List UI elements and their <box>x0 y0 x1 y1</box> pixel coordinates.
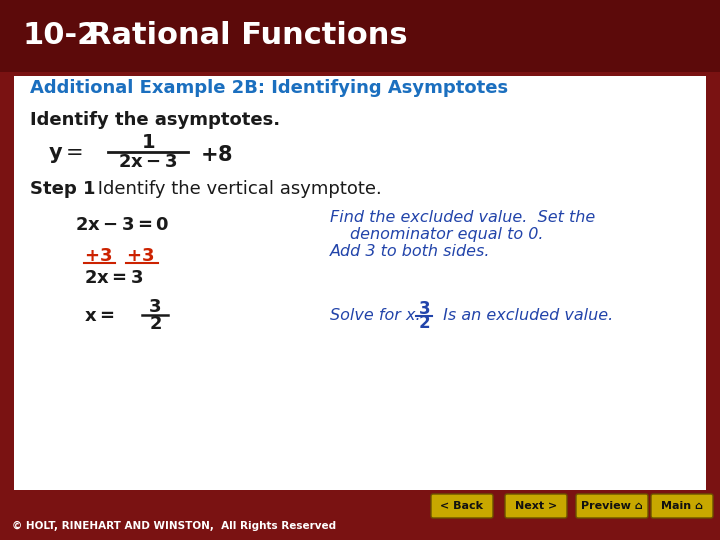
FancyBboxPatch shape <box>0 490 720 540</box>
Text: $\mathbf{2x - 3 = 0}$: $\mathbf{2x - 3 = 0}$ <box>75 216 169 234</box>
Text: Preview ⌂: Preview ⌂ <box>581 501 643 511</box>
Text: Find the excluded value.  Set the: Find the excluded value. Set the <box>330 211 595 226</box>
Text: Additional Example 2B: Identifying Asymptotes: Additional Example 2B: Identifying Asymp… <box>30 79 508 97</box>
Text: $\mathbf{+3}$: $\mathbf{+3}$ <box>126 247 154 265</box>
Text: Next >: Next > <box>515 501 557 511</box>
FancyBboxPatch shape <box>651 494 713 518</box>
Text: $\mathbf{y} =$: $\mathbf{y} =$ <box>48 145 83 165</box>
Text: $\mathbf{2x - 3}$: $\mathbf{2x - 3}$ <box>118 153 178 171</box>
Text: $\mathbf{+3}$: $\mathbf{+3}$ <box>84 247 112 265</box>
Text: $\mathbf{2}$: $\mathbf{2}$ <box>148 315 161 333</box>
Text: Identify the asymptotes.: Identify the asymptotes. <box>30 111 280 129</box>
FancyBboxPatch shape <box>576 494 648 518</box>
Text: $\mathbf{x =}$: $\mathbf{x =}$ <box>84 307 114 325</box>
FancyBboxPatch shape <box>431 494 493 518</box>
Text: © HOLT, RINEHART AND WINSTON,  All Rights Reserved: © HOLT, RINEHART AND WINSTON, All Rights… <box>12 521 336 531</box>
Text: $\mathbf{3}$: $\mathbf{3}$ <box>148 298 161 316</box>
Text: denominator equal to 0.: denominator equal to 0. <box>350 226 544 241</box>
Text: Is an excluded value.: Is an excluded value. <box>438 308 613 323</box>
FancyBboxPatch shape <box>505 494 567 518</box>
Text: $\mathbf{2x = 3}$: $\mathbf{2x = 3}$ <box>84 269 143 287</box>
FancyBboxPatch shape <box>0 0 720 72</box>
Text: Step 1: Step 1 <box>30 180 96 198</box>
Text: $\mathbf{1}$: $\mathbf{1}$ <box>141 134 155 152</box>
Text: Identify the vertical asymptote.: Identify the vertical asymptote. <box>92 180 382 198</box>
Text: $\mathbf{2}$: $\mathbf{2}$ <box>418 315 430 333</box>
Text: Solve for x.: Solve for x. <box>330 308 426 323</box>
FancyBboxPatch shape <box>14 76 706 490</box>
Text: < Back: < Back <box>441 501 484 511</box>
Text: Add 3 to both sides.: Add 3 to both sides. <box>330 244 490 259</box>
Text: $\mathbf{3}$: $\mathbf{3}$ <box>418 300 430 318</box>
Text: Rational Functions: Rational Functions <box>88 22 408 51</box>
Text: $\mathbf{+ 8}$: $\mathbf{+ 8}$ <box>200 145 233 165</box>
Text: 10-2: 10-2 <box>22 22 98 51</box>
Text: Main ⌂: Main ⌂ <box>661 501 703 511</box>
